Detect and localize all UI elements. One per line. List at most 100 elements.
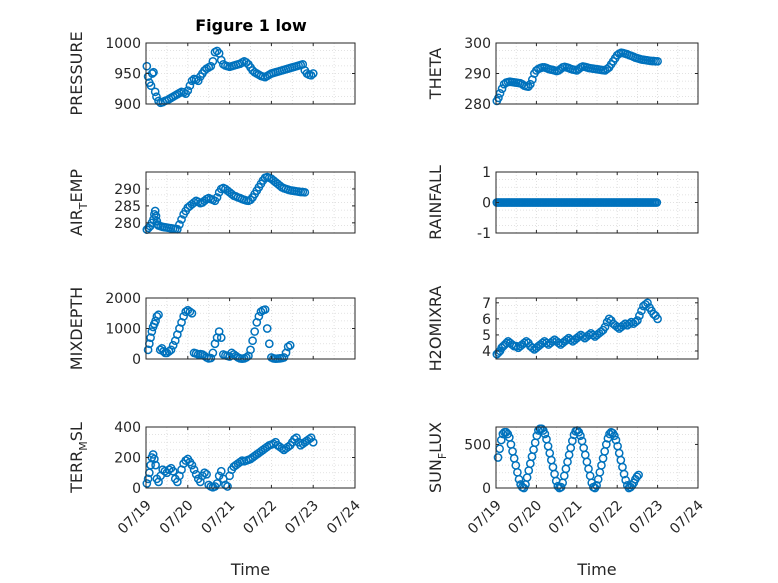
data-point [538,338,547,348]
y-axis-label: H2OMIXRA [426,286,445,372]
y-tick-label: 2000 [105,291,141,307]
y-axis-label-part: SL [67,422,86,441]
data-point [187,460,197,470]
data-point [632,472,642,482]
data-point [554,338,563,348]
y-tick-label: 290 [464,67,491,83]
data-point [187,308,197,318]
y-axis-label-subscript: T [77,202,90,210]
y-tick-label: 280 [114,216,141,232]
data-point [206,353,216,363]
y-tick-label: 200 [114,451,141,467]
data-point [540,429,550,439]
data-point [300,187,310,197]
subplot-mixdepth: 0 1000 2000 MIXDEPTH [67,287,356,370]
y-axis-label-subscript: M [77,441,90,451]
data-point [200,468,209,478]
data-point [308,69,318,78]
y-axis-label-part: EMP [67,169,86,203]
data-point [624,319,634,329]
y-tick-label: 0 [132,352,141,368]
y-tick-label: 900 [114,97,141,113]
data-point [643,298,652,308]
y-tick-label: 500 [464,437,491,453]
data-point [208,56,218,66]
y-tick-label: 0 [482,196,491,212]
y-tick-label: 285 [114,199,141,215]
data-point [212,46,222,56]
data-point [633,316,642,325]
data-point [142,61,152,71]
data-point [216,55,226,65]
data-point [143,345,153,355]
series-markers [142,433,318,492]
data-point [148,450,158,459]
y-tick-label: 290 [114,182,141,198]
y-tick-label: 5 [482,328,491,344]
data-point [306,70,316,80]
data-point [185,81,195,91]
data-point [566,335,576,345]
data-point [149,67,158,77]
series-markers [142,172,310,234]
y-tick-label: 400 [114,420,141,436]
data-point [494,93,503,103]
data-point [168,466,178,476]
data-point [525,79,535,89]
y-tick-label: 6 [482,312,491,328]
data-point [592,481,601,490]
axes-box [495,297,699,360]
data-point [283,342,293,352]
data-point [151,211,161,221]
x-axis-label: Time [230,560,270,579]
data-point [147,327,157,336]
data-point [542,338,551,348]
data-point [496,435,506,445]
data-point [246,345,255,355]
data-point [193,76,203,86]
y-axis-label: RAINFALL [426,165,445,240]
data-point [562,335,572,345]
data-point [212,479,222,488]
data-point [279,353,289,362]
data-point [250,327,260,336]
y-axis-label-subscript: F [436,453,449,459]
data-point [618,320,628,330]
data-point [653,56,662,66]
data-point [588,330,598,340]
data-point [584,330,594,340]
data-point [241,58,251,67]
data-point [189,465,199,475]
data-point [548,336,557,346]
data-point [292,433,301,443]
data-point [146,81,156,91]
data-point [246,195,255,205]
data-point [264,339,274,349]
data-point [212,193,222,202]
data-point [202,469,211,479]
data-point [612,322,622,332]
y-axis-label-part: TERR [67,451,86,494]
data-point [576,431,585,441]
series-markers [143,305,295,364]
data-point [168,340,178,350]
data-point [175,220,184,229]
y-tick-label: -1 [477,226,491,242]
y-axis-label-part: LUX [426,422,445,453]
data-point [254,311,264,321]
data-point [166,345,176,355]
data-point [308,437,318,447]
data-point [568,436,577,446]
data-point [523,82,533,91]
data-point [154,310,163,320]
y-axis-label: MIXDEPTH [67,287,86,370]
data-point [634,470,643,480]
data-point [601,440,611,449]
data-point [493,453,503,462]
y-axis-label: SUNFLUX [426,422,449,493]
data-point [578,332,588,341]
data-point [610,431,619,441]
